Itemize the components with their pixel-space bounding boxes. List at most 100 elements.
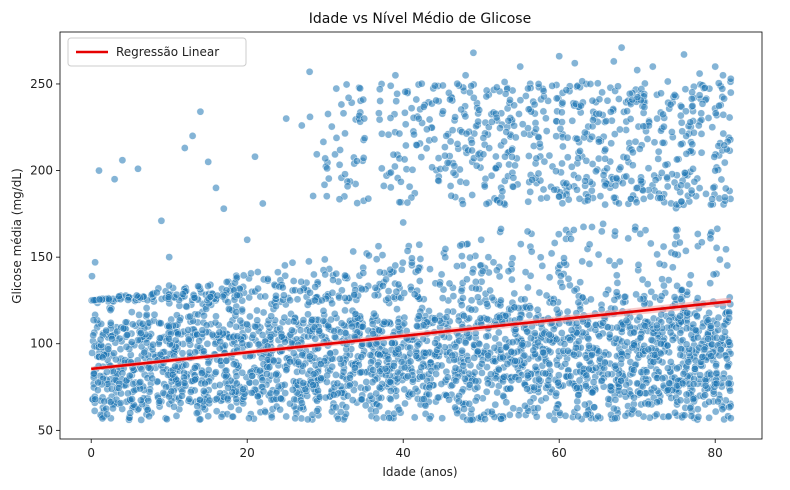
scatter-point xyxy=(91,395,100,404)
scatter-point xyxy=(723,362,732,371)
scatter-point xyxy=(253,316,262,325)
scatter-point xyxy=(281,261,289,270)
scatter-point xyxy=(555,52,564,61)
scatter-point xyxy=(550,239,559,247)
scatter-point xyxy=(460,405,468,413)
scatter-point xyxy=(552,167,560,176)
scatter-point xyxy=(401,87,410,96)
scatter-point xyxy=(289,349,298,358)
scatter-point xyxy=(415,277,424,285)
scatter-point xyxy=(371,283,380,292)
scatter-point xyxy=(680,50,688,59)
scatter-point xyxy=(495,313,504,322)
scatter-point xyxy=(286,296,294,305)
scatter-point xyxy=(634,409,643,418)
scatter-point xyxy=(467,305,476,314)
scatter-point xyxy=(441,151,449,160)
scatter-point xyxy=(391,261,400,270)
scatter-point xyxy=(695,91,704,100)
scatter-point xyxy=(524,283,532,292)
scatter-point xyxy=(595,137,603,146)
scatter-point xyxy=(421,349,430,357)
scatter-point xyxy=(509,404,518,413)
scatter-point xyxy=(290,395,299,404)
scatter-point xyxy=(386,114,395,122)
scatter-point xyxy=(484,379,492,388)
scatter-point xyxy=(315,327,324,335)
scatter-point xyxy=(104,294,113,303)
scatter-point xyxy=(217,412,226,421)
scatter-point xyxy=(384,355,393,364)
scatter-point xyxy=(570,59,579,68)
y-tick-label: 50 xyxy=(38,423,53,437)
scatter-point xyxy=(391,71,400,80)
scatter-point xyxy=(506,96,514,104)
scatter-point xyxy=(523,227,532,236)
scatter-point xyxy=(534,338,542,347)
scatter-point xyxy=(555,192,564,201)
scatter-point xyxy=(605,256,614,265)
scatter-point xyxy=(232,379,241,388)
scatter-point xyxy=(261,292,270,301)
scatter-point xyxy=(542,127,551,135)
scatter-point xyxy=(425,414,434,423)
scatter-point xyxy=(145,412,153,421)
scatter-point xyxy=(468,191,477,199)
scatter-point xyxy=(100,397,109,406)
scatter-point xyxy=(480,182,489,191)
scatter-point xyxy=(408,254,416,263)
scatter-point xyxy=(308,316,316,324)
scatter-point xyxy=(213,291,222,300)
scatter-point xyxy=(588,223,596,231)
scatter-point xyxy=(561,411,570,420)
scatter-point xyxy=(658,374,667,383)
scatter-point xyxy=(492,83,501,92)
scatter-point xyxy=(687,412,696,420)
scatter-point xyxy=(633,184,642,192)
scatter-point xyxy=(652,410,661,419)
scatter-point xyxy=(416,255,425,263)
scatter-point xyxy=(604,395,613,403)
scatter-point xyxy=(372,414,381,423)
scatter-point xyxy=(350,291,359,299)
scatter-point xyxy=(408,165,417,174)
scatter-point xyxy=(375,85,384,94)
scatter-point xyxy=(529,346,538,355)
scatter-point xyxy=(448,126,457,135)
scatter-point xyxy=(532,125,540,133)
scatter-point xyxy=(148,374,157,383)
scatter-point xyxy=(719,374,728,382)
scatter-point xyxy=(324,174,333,183)
scatter-point xyxy=(623,107,631,115)
scatter-point xyxy=(326,349,335,358)
scatter-point xyxy=(693,311,701,320)
scatter-point xyxy=(697,238,706,247)
scatter-point xyxy=(245,340,254,349)
scatter-point xyxy=(690,128,698,137)
scatter-point xyxy=(134,164,142,173)
scatter-point xyxy=(614,82,622,91)
scatter-point xyxy=(646,192,655,201)
scatter-point xyxy=(413,341,422,350)
scatter-point xyxy=(471,278,480,286)
scatter-point xyxy=(448,351,457,360)
scatter-point xyxy=(188,132,197,140)
scatter-point xyxy=(245,414,253,423)
scatter-point xyxy=(305,352,314,361)
scatter-point xyxy=(532,154,541,163)
scatter-point xyxy=(144,396,153,405)
scatter-point xyxy=(594,412,603,421)
scatter-point xyxy=(504,116,513,125)
scatter-point xyxy=(478,267,487,276)
scatter-point xyxy=(385,414,394,422)
scatter-point xyxy=(553,360,562,369)
scatter-point xyxy=(675,238,684,247)
scatter-point xyxy=(651,176,660,184)
scatter-point xyxy=(573,134,582,143)
scatter-point xyxy=(341,329,350,338)
scatter-point xyxy=(232,308,241,316)
scatter-point xyxy=(393,89,401,98)
scatter-point xyxy=(683,308,692,317)
scatter-point xyxy=(682,247,690,255)
scatter-point xyxy=(640,103,649,112)
